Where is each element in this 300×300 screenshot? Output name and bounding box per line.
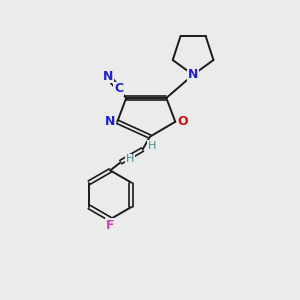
Text: O: O <box>177 115 188 128</box>
Text: N: N <box>105 115 115 128</box>
Text: H: H <box>126 154 134 164</box>
Text: C: C <box>114 82 123 95</box>
Text: H: H <box>148 141 156 151</box>
Text: F: F <box>106 219 115 232</box>
Text: N: N <box>103 70 113 83</box>
Text: N: N <box>188 68 198 81</box>
